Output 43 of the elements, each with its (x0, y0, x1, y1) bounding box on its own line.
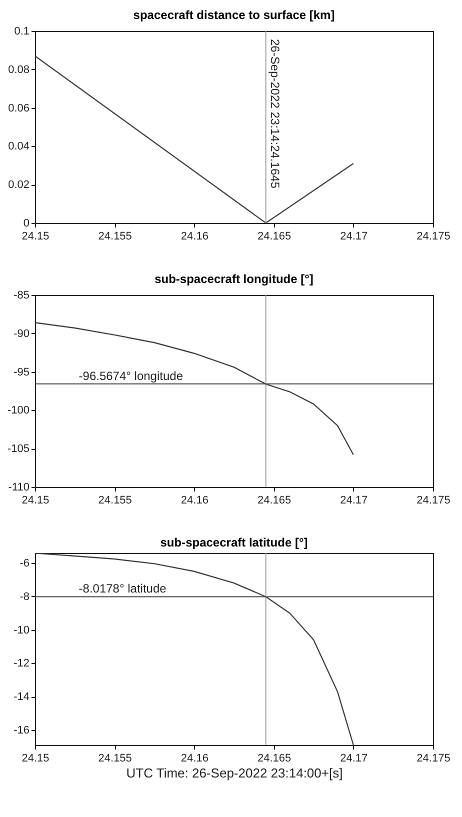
y-tick-label: -105 (7, 443, 30, 456)
ref-line-label: -8.0178° latitude (78, 582, 167, 596)
y-tick-label: 0.06 (8, 102, 30, 114)
y-tick-label: 0 (23, 218, 30, 230)
y-tick-label: 0.08 (8, 64, 30, 76)
x-tick-label: 24.155 (98, 494, 132, 506)
x-tick-label: 24.16 (180, 230, 208, 242)
x-tick-label: 24.17 (340, 230, 368, 242)
x-tick-label: 24.17 (340, 494, 368, 506)
ref-line-label: 26-Sep-2022 23:14:24.1645 (268, 39, 282, 189)
x-tick-label: 24.17 (340, 752, 368, 764)
x-axis-title: UTC Time: 26-Sep-2022 23:14:00+[s] (126, 766, 343, 780)
chart-title: spacecraft distance to surface [km] (133, 8, 335, 22)
x-tick-label: 24.175 (416, 230, 450, 242)
ref-line-label: -96.5674° longitude (78, 368, 184, 383)
y-tick-label: -14 (14, 691, 30, 704)
x-tick-label: 24.15 (22, 752, 50, 764)
x-tick-label: 24.165 (257, 752, 292, 764)
x-tick-label: 24.175 (416, 494, 450, 506)
y-tick-label: -12 (14, 658, 30, 670)
y-tick-label: -100 (7, 404, 30, 417)
y-tick-label: -85 (14, 290, 30, 302)
chart-title: sub-spacecraft latitude [°] (160, 536, 308, 550)
y-tick-label: -8 (20, 590, 30, 603)
x-tick-label: 24.15 (22, 494, 50, 506)
x-tick-label: 24.155 (98, 752, 132, 764)
y-tick-label: 0.04 (8, 140, 30, 153)
x-tick-label: 24.16 (180, 752, 208, 764)
x-tick-label: 24.175 (416, 752, 450, 764)
y-tick-label: -10 (14, 624, 30, 636)
x-tick-label: 24.15 (22, 230, 50, 242)
x-tick-label: 24.16 (180, 494, 208, 506)
y-tick-label: -16 (14, 724, 30, 736)
y-tick-label: -6 (20, 558, 30, 570)
y-tick-label: -90 (14, 328, 30, 340)
x-tick-label: 24.165 (257, 494, 292, 506)
y-tick-label: 0.1 (14, 26, 30, 38)
x-tick-label: 24.165 (257, 230, 292, 242)
y-tick-label: -110 (8, 482, 30, 494)
x-tick-label: 24.155 (98, 230, 132, 242)
y-tick-label: 0.02 (8, 179, 30, 192)
chart-title: sub-spacecraft longitude [°] (154, 272, 314, 286)
y-tick-label: -95 (14, 366, 30, 378)
